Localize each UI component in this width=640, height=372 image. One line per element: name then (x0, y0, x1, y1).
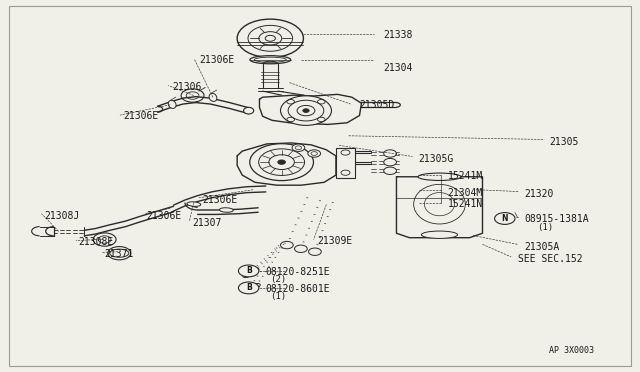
Ellipse shape (243, 273, 251, 278)
Circle shape (93, 233, 116, 246)
Text: 21305A: 21305A (524, 241, 559, 251)
Ellipse shape (418, 173, 461, 180)
Circle shape (341, 150, 350, 155)
Text: 21371: 21371 (104, 249, 134, 259)
Circle shape (495, 212, 515, 224)
Text: 21308J: 21308J (45, 211, 80, 221)
Text: B: B (246, 283, 252, 292)
Text: N: N (502, 214, 508, 223)
Text: 21307: 21307 (193, 218, 222, 228)
Text: 08120-8601E: 08120-8601E (265, 283, 330, 294)
Circle shape (278, 160, 285, 164)
Text: 21306E: 21306E (124, 111, 159, 121)
Text: 08120-8251E: 08120-8251E (265, 267, 330, 277)
Text: 21305: 21305 (549, 137, 579, 147)
Text: 21304: 21304 (384, 63, 413, 73)
Text: 21306E: 21306E (199, 55, 234, 65)
Text: 08915-1381A: 08915-1381A (524, 214, 589, 224)
Ellipse shape (421, 231, 458, 238)
Circle shape (294, 245, 307, 253)
Ellipse shape (244, 288, 252, 292)
Text: (1): (1) (537, 223, 553, 232)
Text: (1): (1) (270, 292, 287, 301)
Text: 21305D: 21305D (360, 100, 395, 110)
Text: 21306E: 21306E (202, 195, 237, 205)
Circle shape (341, 170, 350, 175)
Text: B: B (246, 266, 252, 275)
Text: 15241N: 15241N (447, 199, 483, 209)
Circle shape (280, 241, 293, 249)
Text: 21308E: 21308E (78, 237, 113, 247)
Circle shape (384, 150, 396, 157)
Ellipse shape (250, 56, 291, 64)
Text: AP 3X0003: AP 3X0003 (549, 346, 595, 355)
Circle shape (250, 144, 314, 181)
Circle shape (308, 150, 321, 157)
Ellipse shape (220, 208, 234, 212)
Circle shape (265, 35, 275, 41)
Circle shape (239, 282, 259, 294)
Circle shape (303, 109, 309, 112)
Ellipse shape (168, 100, 176, 108)
Text: 21304M: 21304M (447, 187, 483, 198)
Circle shape (384, 158, 396, 166)
Text: 21305G: 21305G (419, 154, 454, 164)
Circle shape (280, 96, 332, 125)
Ellipse shape (252, 283, 260, 288)
Ellipse shape (244, 108, 253, 114)
Polygon shape (336, 148, 355, 177)
Circle shape (239, 265, 259, 277)
Ellipse shape (209, 93, 217, 102)
Text: 21306: 21306 (172, 82, 202, 92)
Circle shape (292, 144, 305, 151)
Text: 21306E: 21306E (147, 211, 182, 221)
Text: SEE SEC.152: SEE SEC.152 (518, 254, 582, 264)
Circle shape (181, 89, 204, 102)
Text: 21338: 21338 (384, 30, 413, 40)
Text: 15241M: 15241M (447, 171, 483, 181)
Circle shape (308, 248, 321, 256)
Circle shape (384, 167, 396, 174)
Text: 21320: 21320 (524, 189, 554, 199)
Ellipse shape (251, 268, 259, 272)
Circle shape (237, 19, 303, 58)
Text: (2): (2) (270, 275, 287, 283)
Ellipse shape (187, 202, 201, 206)
Circle shape (108, 247, 131, 260)
Text: 21309E: 21309E (317, 236, 352, 246)
